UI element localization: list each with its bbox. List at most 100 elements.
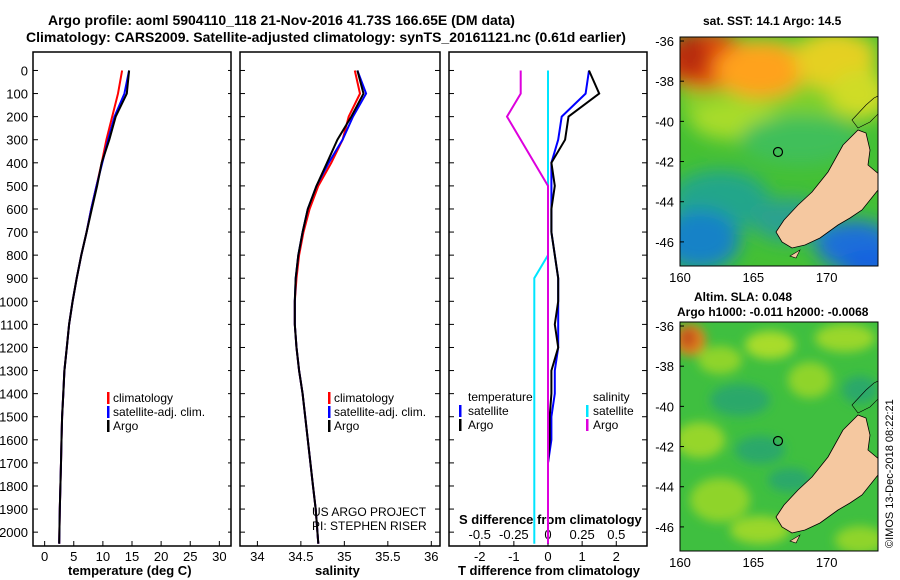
legend2-argo-swatch: [328, 420, 331, 432]
map1-argo-marker: [772, 146, 784, 158]
tdiff-xlabel: T difference from climatology: [458, 563, 641, 578]
figure-title-line1: Argo profile: aoml 5904110_118 21-Nov-20…: [48, 12, 515, 28]
temp-xtick-label: 5: [70, 549, 77, 564]
map2-argo-marker: [772, 435, 784, 447]
depth-tick-label: 1800: [0, 479, 28, 494]
legend2-sat-label: satellite-adj. clim.: [334, 405, 426, 419]
series-line-satellite-salinity-: [533, 70, 549, 544]
depth-tick-label: 700: [6, 225, 28, 240]
diff-legend-sal-argo-swatch: [586, 419, 589, 431]
map2-ytick-label: -38: [655, 359, 674, 374]
depth-tick-label: 1100: [0, 317, 28, 332]
depth-tick-label: 1400: [0, 387, 28, 402]
sla-map: [680, 322, 878, 551]
depth-tick-label: 2000: [0, 525, 28, 540]
temp-xtick-label: 10: [96, 549, 110, 564]
diff-legend-sal-head: salinity: [593, 390, 630, 404]
map2-ytick-label: -44: [655, 480, 674, 495]
map1-ytick-label: -36: [655, 34, 674, 49]
tdiff-xtick-label: 0: [544, 549, 551, 564]
temp-xtick-label: 20: [154, 549, 168, 564]
tdiff-xtick-label: -2: [474, 549, 486, 564]
depth-tick-label: 900: [6, 271, 28, 286]
series-line-climatology: [293, 70, 362, 544]
tdiff-xtick-label: 2: [613, 549, 620, 564]
map2-frame: [679, 321, 879, 552]
sdiff-xtick-label: 0.25: [569, 527, 594, 542]
diff-legend-sal-argo: Argo: [593, 418, 619, 432]
figure-title-line2: Climatology: CARS2009. Satellite-adjuste…: [26, 29, 626, 45]
map2-xtick-label: 160: [669, 555, 691, 570]
depth-tick-label: 0: [21, 63, 28, 78]
map1-ytick-label: -40: [655, 114, 674, 129]
temp-xtick-label: 30: [212, 549, 226, 564]
map2-south-island: [775, 414, 878, 534]
temperature-xlabel: temperature (deg C): [68, 563, 192, 578]
series-line-argo: [58, 70, 131, 544]
legend2-sat-swatch: [328, 406, 331, 418]
diff-legend-temp-sat: satellite: [468, 404, 509, 418]
sdiff-xtick-label: -0.5: [469, 527, 491, 542]
depth-tick-label: 1500: [0, 410, 28, 425]
temp-xtick-label: 25: [183, 549, 197, 564]
map2-title1: Altim. SLA: 0.048: [694, 290, 792, 304]
depth-tick-label: 100: [6, 87, 28, 102]
diff-legend-temp-sat-swatch: [459, 405, 462, 417]
series-line-satellite-adj-clim-: [58, 70, 131, 544]
imos-timestamp: ©IMOS 13-Dec-2018 08:22:21: [884, 399, 896, 548]
map1-xtick-label: 165: [742, 270, 764, 285]
map2-title2: Argo h1000: -0.011 h2000: -0.0068: [677, 305, 869, 319]
map1-title: sat. SST: 14.1 Argo: 14.5: [703, 14, 842, 28]
depth-tick-label: 1900: [0, 502, 28, 517]
tdiff-xtick-label: 1: [579, 549, 586, 564]
salinity-legend: climatology satellite-adj. clim. Argo: [328, 391, 426, 433]
salinity-xlabel: salinity: [315, 563, 361, 578]
map1-ytick-label: -38: [655, 74, 674, 89]
legend-clim-swatch: [107, 392, 110, 404]
map2-ytick-label: -36: [655, 319, 674, 334]
depth-tick-label: 1600: [0, 433, 28, 448]
credit-pi: PI: STEPHEN RISER: [312, 519, 427, 533]
map2-xtick-label: 170: [816, 555, 838, 570]
salinity-plot-frame: [239, 51, 441, 547]
diff-legend-temp-argo: Argo: [468, 418, 494, 432]
map1-xtick-label: 170: [816, 270, 838, 285]
depth-tick-label: 1700: [0, 456, 28, 471]
depth-tick-label: 1200: [0, 340, 28, 355]
map2-ytick-label: -40: [655, 399, 674, 414]
sdiff-xtick-label: -0.25: [499, 527, 529, 542]
tdiff-xtick-label: -1: [508, 549, 520, 564]
map1-south-island: [775, 129, 878, 249]
legend-clim-label: climatology: [113, 391, 173, 405]
temp-xtick-label: 15: [125, 549, 139, 564]
diff-legend-sal-sat-swatch: [586, 405, 589, 417]
sdiff-xtick-label: 0.5: [607, 527, 625, 542]
legend-sat-label: satellite-adj. clim.: [113, 405, 205, 419]
legend-argo-label: Argo: [113, 419, 139, 433]
credit-project: US ARGO PROJECT: [312, 505, 427, 519]
map2-xtick-label: 165: [742, 555, 764, 570]
sal-xtick-label: 34: [250, 549, 264, 564]
temp-xtick-label: 0: [41, 549, 48, 564]
legend-argo-swatch: [107, 420, 110, 432]
sst-map: [680, 37, 878, 266]
depth-tick-label: 1000: [0, 294, 28, 309]
depth-tick-label: 200: [6, 110, 28, 125]
series-line-climatology: [58, 70, 124, 544]
legend-sat-swatch: [107, 406, 110, 418]
map1-ytick-label: -44: [655, 195, 674, 210]
map1-xtick-label: 160: [669, 270, 691, 285]
diff-legend-temp-head: temperature: [468, 390, 533, 404]
diff-legend-sal-sat: satellite: [593, 404, 634, 418]
map1-ytick-label: -46: [655, 235, 674, 250]
temperature-plot-frame: [32, 51, 232, 547]
temperature-legend: climatology satellite-adj. clim. Argo: [107, 391, 205, 433]
depth-tick-label: 500: [6, 179, 28, 194]
diff-legend-temp-argo-swatch: [459, 419, 462, 431]
diff-legend-salinity: salinity satellite Argo: [586, 390, 634, 432]
sal-xtick-label: 35.5: [375, 549, 400, 564]
map2-ytick-label: -42: [655, 440, 674, 455]
series-line-satellite-adj-clim-: [293, 70, 368, 544]
sal-xtick-label: 36: [424, 549, 438, 564]
